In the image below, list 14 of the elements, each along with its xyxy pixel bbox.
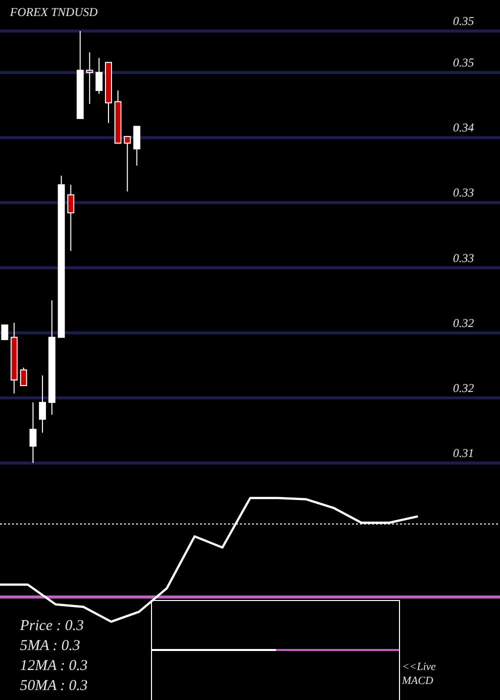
text: 12MA : 0.3 [20, 658, 88, 674]
text: <<Live MACD [401, 661, 436, 687]
text: 50MA : 0.3 [20, 678, 88, 694]
annotation: Price : 0.3 [19, 618, 84, 634]
y-tick-label: 0.35 [453, 14, 474, 28]
y-tick-label: 0.31 [453, 446, 474, 460]
y-tick-label: 0.32 [453, 316, 474, 330]
y-tick-label: 0.33 [453, 250, 474, 265]
text: 5MA : 0.3 [20, 638, 80, 654]
y-tick-label: 0.33 [453, 186, 474, 200]
chart-title: FOREX TNDUSD [9, 5, 98, 19]
y-tick-label: 0.34 [453, 120, 474, 135]
y-tick-label: 0.32 [453, 380, 474, 395]
y-tick-label: 0.35 [453, 56, 474, 70]
